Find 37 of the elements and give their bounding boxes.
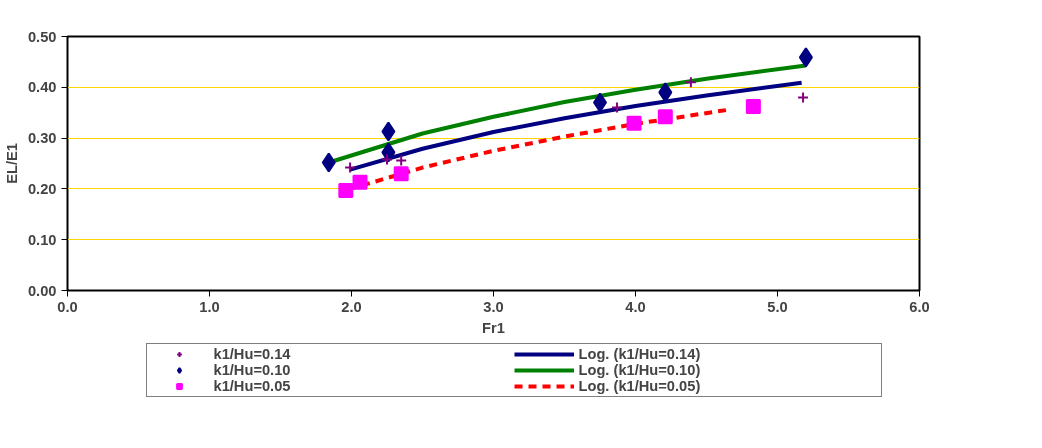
legend-label: k1/Hu=0.05: [213, 378, 292, 394]
legend-label: Log. (k1/Hu=0.05): [578, 378, 702, 394]
point: [797, 91, 810, 104]
x-tick-label: 6.0: [909, 298, 930, 315]
y-tick-label: 0.50: [27, 28, 57, 45]
x-tick-label: 4.0: [625, 298, 646, 315]
point: [658, 82, 673, 103]
x-tick-label: 5.0: [767, 298, 788, 315]
point: [395, 154, 408, 167]
point: [626, 115, 642, 131]
line-series: [348, 80, 804, 172]
legend-label: Log. (k1/Hu=0.10): [578, 362, 702, 378]
legend-label: k1/Hu=0.10: [213, 362, 292, 378]
x-tick-label: 1.0: [199, 298, 220, 315]
y-tick-label: 0.00: [27, 282, 57, 299]
point: [684, 76, 697, 89]
point: [381, 153, 393, 166]
legend-label: Log. (k1/Hu=0.14): [578, 346, 702, 362]
point: [321, 152, 336, 173]
point: [798, 47, 813, 68]
x-tick-label: 3.0: [483, 298, 504, 315]
point: [393, 166, 409, 182]
point: [338, 182, 354, 198]
x-tick-label: 2.0: [341, 298, 362, 315]
x-tick-label: 0.0: [57, 298, 78, 315]
point: [381, 121, 396, 142]
y-axis-title: EL/E1: [3, 143, 20, 184]
point: [657, 109, 673, 125]
point: [344, 161, 357, 174]
y-tick-label: 0.20: [27, 180, 57, 197]
point: [352, 174, 368, 190]
point: [745, 99, 761, 115]
y-tick-label: 0.30: [27, 130, 57, 147]
y-tick-label: 0.40: [27, 79, 57, 96]
y-tick-label: 0.10: [27, 231, 57, 248]
x-axis-title: Fr1: [482, 319, 505, 336]
legend-label: k1/Hu=0.14: [213, 346, 292, 362]
